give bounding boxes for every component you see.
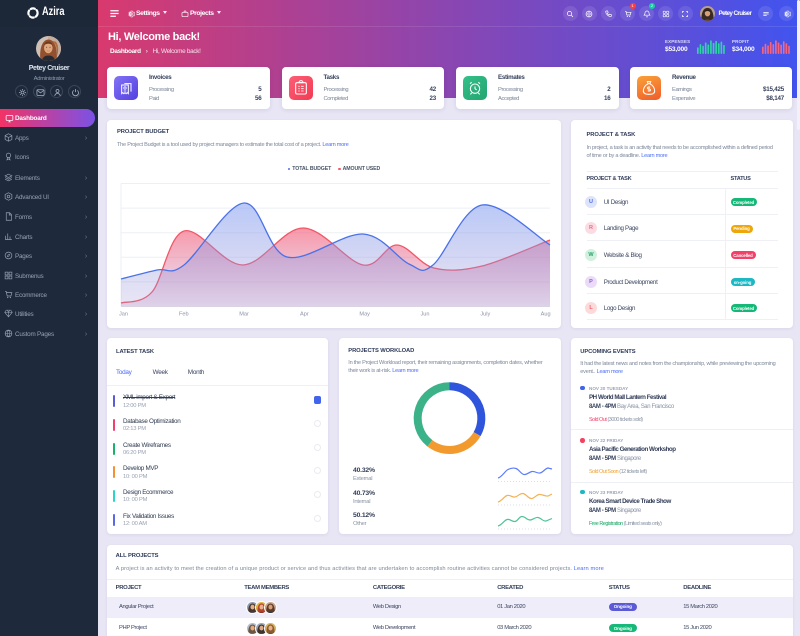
svg-text:Feb: Feb bbox=[179, 312, 189, 318]
svg-text:Jun: Jun bbox=[420, 312, 429, 318]
svg-text:Apr: Apr bbox=[300, 312, 309, 318]
svg-text:Aug: Aug bbox=[541, 312, 551, 318]
svg-text:May: May bbox=[359, 312, 370, 318]
svg-text:Mar: Mar bbox=[239, 312, 249, 318]
svg-text:July: July bbox=[480, 312, 490, 318]
svg-text:Jan: Jan bbox=[119, 312, 128, 318]
